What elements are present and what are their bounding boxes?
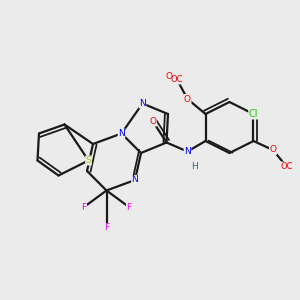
Text: F: F	[126, 202, 132, 211]
Text: O: O	[184, 94, 191, 103]
Text: F: F	[104, 224, 109, 232]
Text: H: H	[192, 162, 198, 171]
Text: O: O	[166, 72, 172, 81]
Text: O: O	[269, 146, 277, 154]
Text: O: O	[149, 117, 157, 126]
Text: S: S	[85, 156, 91, 165]
Text: OC: OC	[171, 75, 183, 84]
Text: N: N	[139, 99, 146, 108]
Text: N: N	[118, 129, 125, 138]
Text: OC: OC	[280, 162, 293, 171]
Text: F: F	[81, 202, 87, 211]
Text: N: N	[184, 147, 191, 156]
Text: N: N	[132, 176, 138, 184]
Text: Cl: Cl	[249, 109, 258, 119]
